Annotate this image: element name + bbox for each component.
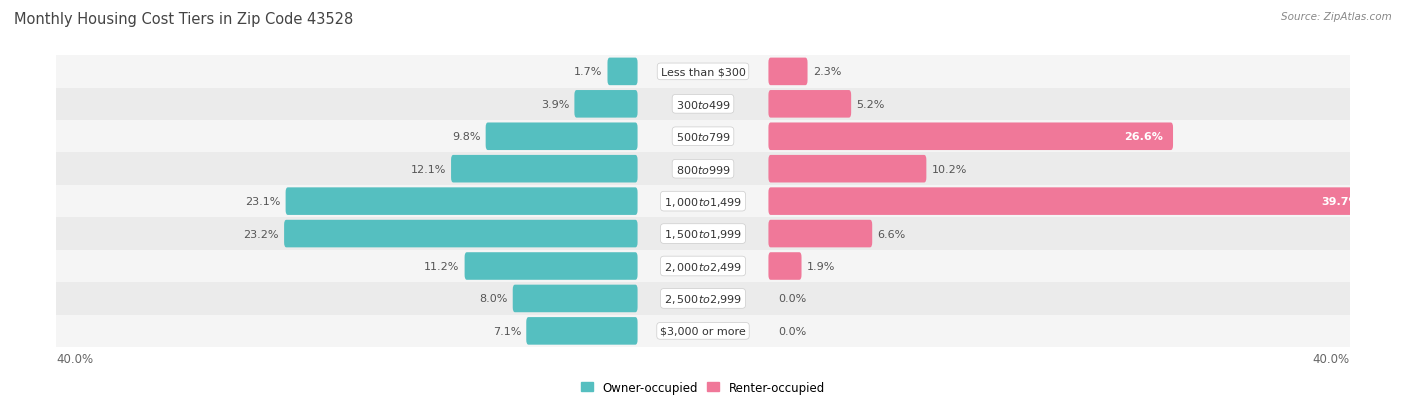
Text: $300 to $499: $300 to $499 bbox=[675, 99, 731, 111]
Bar bbox=[56, 250, 1350, 282]
Text: 0.0%: 0.0% bbox=[778, 294, 807, 304]
Text: 1.9%: 1.9% bbox=[807, 261, 835, 271]
FancyBboxPatch shape bbox=[513, 285, 637, 313]
Text: 9.8%: 9.8% bbox=[451, 132, 481, 142]
Text: Less than $300: Less than $300 bbox=[661, 67, 745, 77]
Text: Monthly Housing Cost Tiers in Zip Code 43528: Monthly Housing Cost Tiers in Zip Code 4… bbox=[14, 12, 353, 27]
Bar bbox=[56, 153, 1350, 185]
Text: 5.2%: 5.2% bbox=[856, 100, 884, 109]
Text: 40.0%: 40.0% bbox=[1313, 352, 1350, 365]
Text: $2,500 to $2,999: $2,500 to $2,999 bbox=[664, 292, 742, 305]
Text: 3.9%: 3.9% bbox=[541, 100, 569, 109]
Text: $3,000 or more: $3,000 or more bbox=[661, 326, 745, 336]
FancyBboxPatch shape bbox=[284, 220, 637, 248]
Text: $1,000 to $1,499: $1,000 to $1,499 bbox=[664, 195, 742, 208]
Bar bbox=[56, 218, 1350, 250]
Text: 12.1%: 12.1% bbox=[411, 164, 446, 174]
FancyBboxPatch shape bbox=[769, 188, 1369, 216]
FancyBboxPatch shape bbox=[769, 91, 851, 118]
Text: 23.1%: 23.1% bbox=[245, 197, 280, 206]
Text: 2.3%: 2.3% bbox=[813, 67, 841, 77]
Text: 8.0%: 8.0% bbox=[479, 294, 508, 304]
Text: 11.2%: 11.2% bbox=[425, 261, 460, 271]
FancyBboxPatch shape bbox=[485, 123, 637, 151]
Text: 26.6%: 26.6% bbox=[1125, 132, 1163, 142]
Text: $500 to $799: $500 to $799 bbox=[675, 131, 731, 143]
Text: 40.0%: 40.0% bbox=[56, 352, 93, 365]
FancyBboxPatch shape bbox=[464, 253, 637, 280]
Legend: Owner-occupied, Renter-occupied: Owner-occupied, Renter-occupied bbox=[576, 376, 830, 399]
FancyBboxPatch shape bbox=[526, 317, 637, 345]
FancyBboxPatch shape bbox=[285, 188, 637, 216]
FancyBboxPatch shape bbox=[769, 253, 801, 280]
Bar bbox=[56, 282, 1350, 315]
Bar bbox=[56, 88, 1350, 121]
Text: $2,000 to $2,499: $2,000 to $2,499 bbox=[664, 260, 742, 273]
FancyBboxPatch shape bbox=[769, 123, 1173, 151]
Text: Source: ZipAtlas.com: Source: ZipAtlas.com bbox=[1281, 12, 1392, 22]
Text: 10.2%: 10.2% bbox=[932, 164, 967, 174]
FancyBboxPatch shape bbox=[575, 91, 637, 118]
Bar bbox=[56, 121, 1350, 153]
Text: 39.7%: 39.7% bbox=[1322, 197, 1360, 206]
Bar bbox=[56, 315, 1350, 347]
FancyBboxPatch shape bbox=[769, 156, 927, 183]
Text: 1.7%: 1.7% bbox=[574, 67, 602, 77]
Bar bbox=[56, 185, 1350, 218]
Text: $800 to $999: $800 to $999 bbox=[675, 163, 731, 175]
FancyBboxPatch shape bbox=[451, 156, 637, 183]
Text: 23.2%: 23.2% bbox=[243, 229, 278, 239]
Bar bbox=[56, 56, 1350, 88]
FancyBboxPatch shape bbox=[769, 59, 807, 86]
FancyBboxPatch shape bbox=[769, 220, 872, 248]
Text: $1,500 to $1,999: $1,500 to $1,999 bbox=[664, 228, 742, 240]
Text: 6.6%: 6.6% bbox=[877, 229, 905, 239]
Text: 7.1%: 7.1% bbox=[492, 326, 522, 336]
Text: 0.0%: 0.0% bbox=[778, 326, 807, 336]
FancyBboxPatch shape bbox=[607, 59, 637, 86]
